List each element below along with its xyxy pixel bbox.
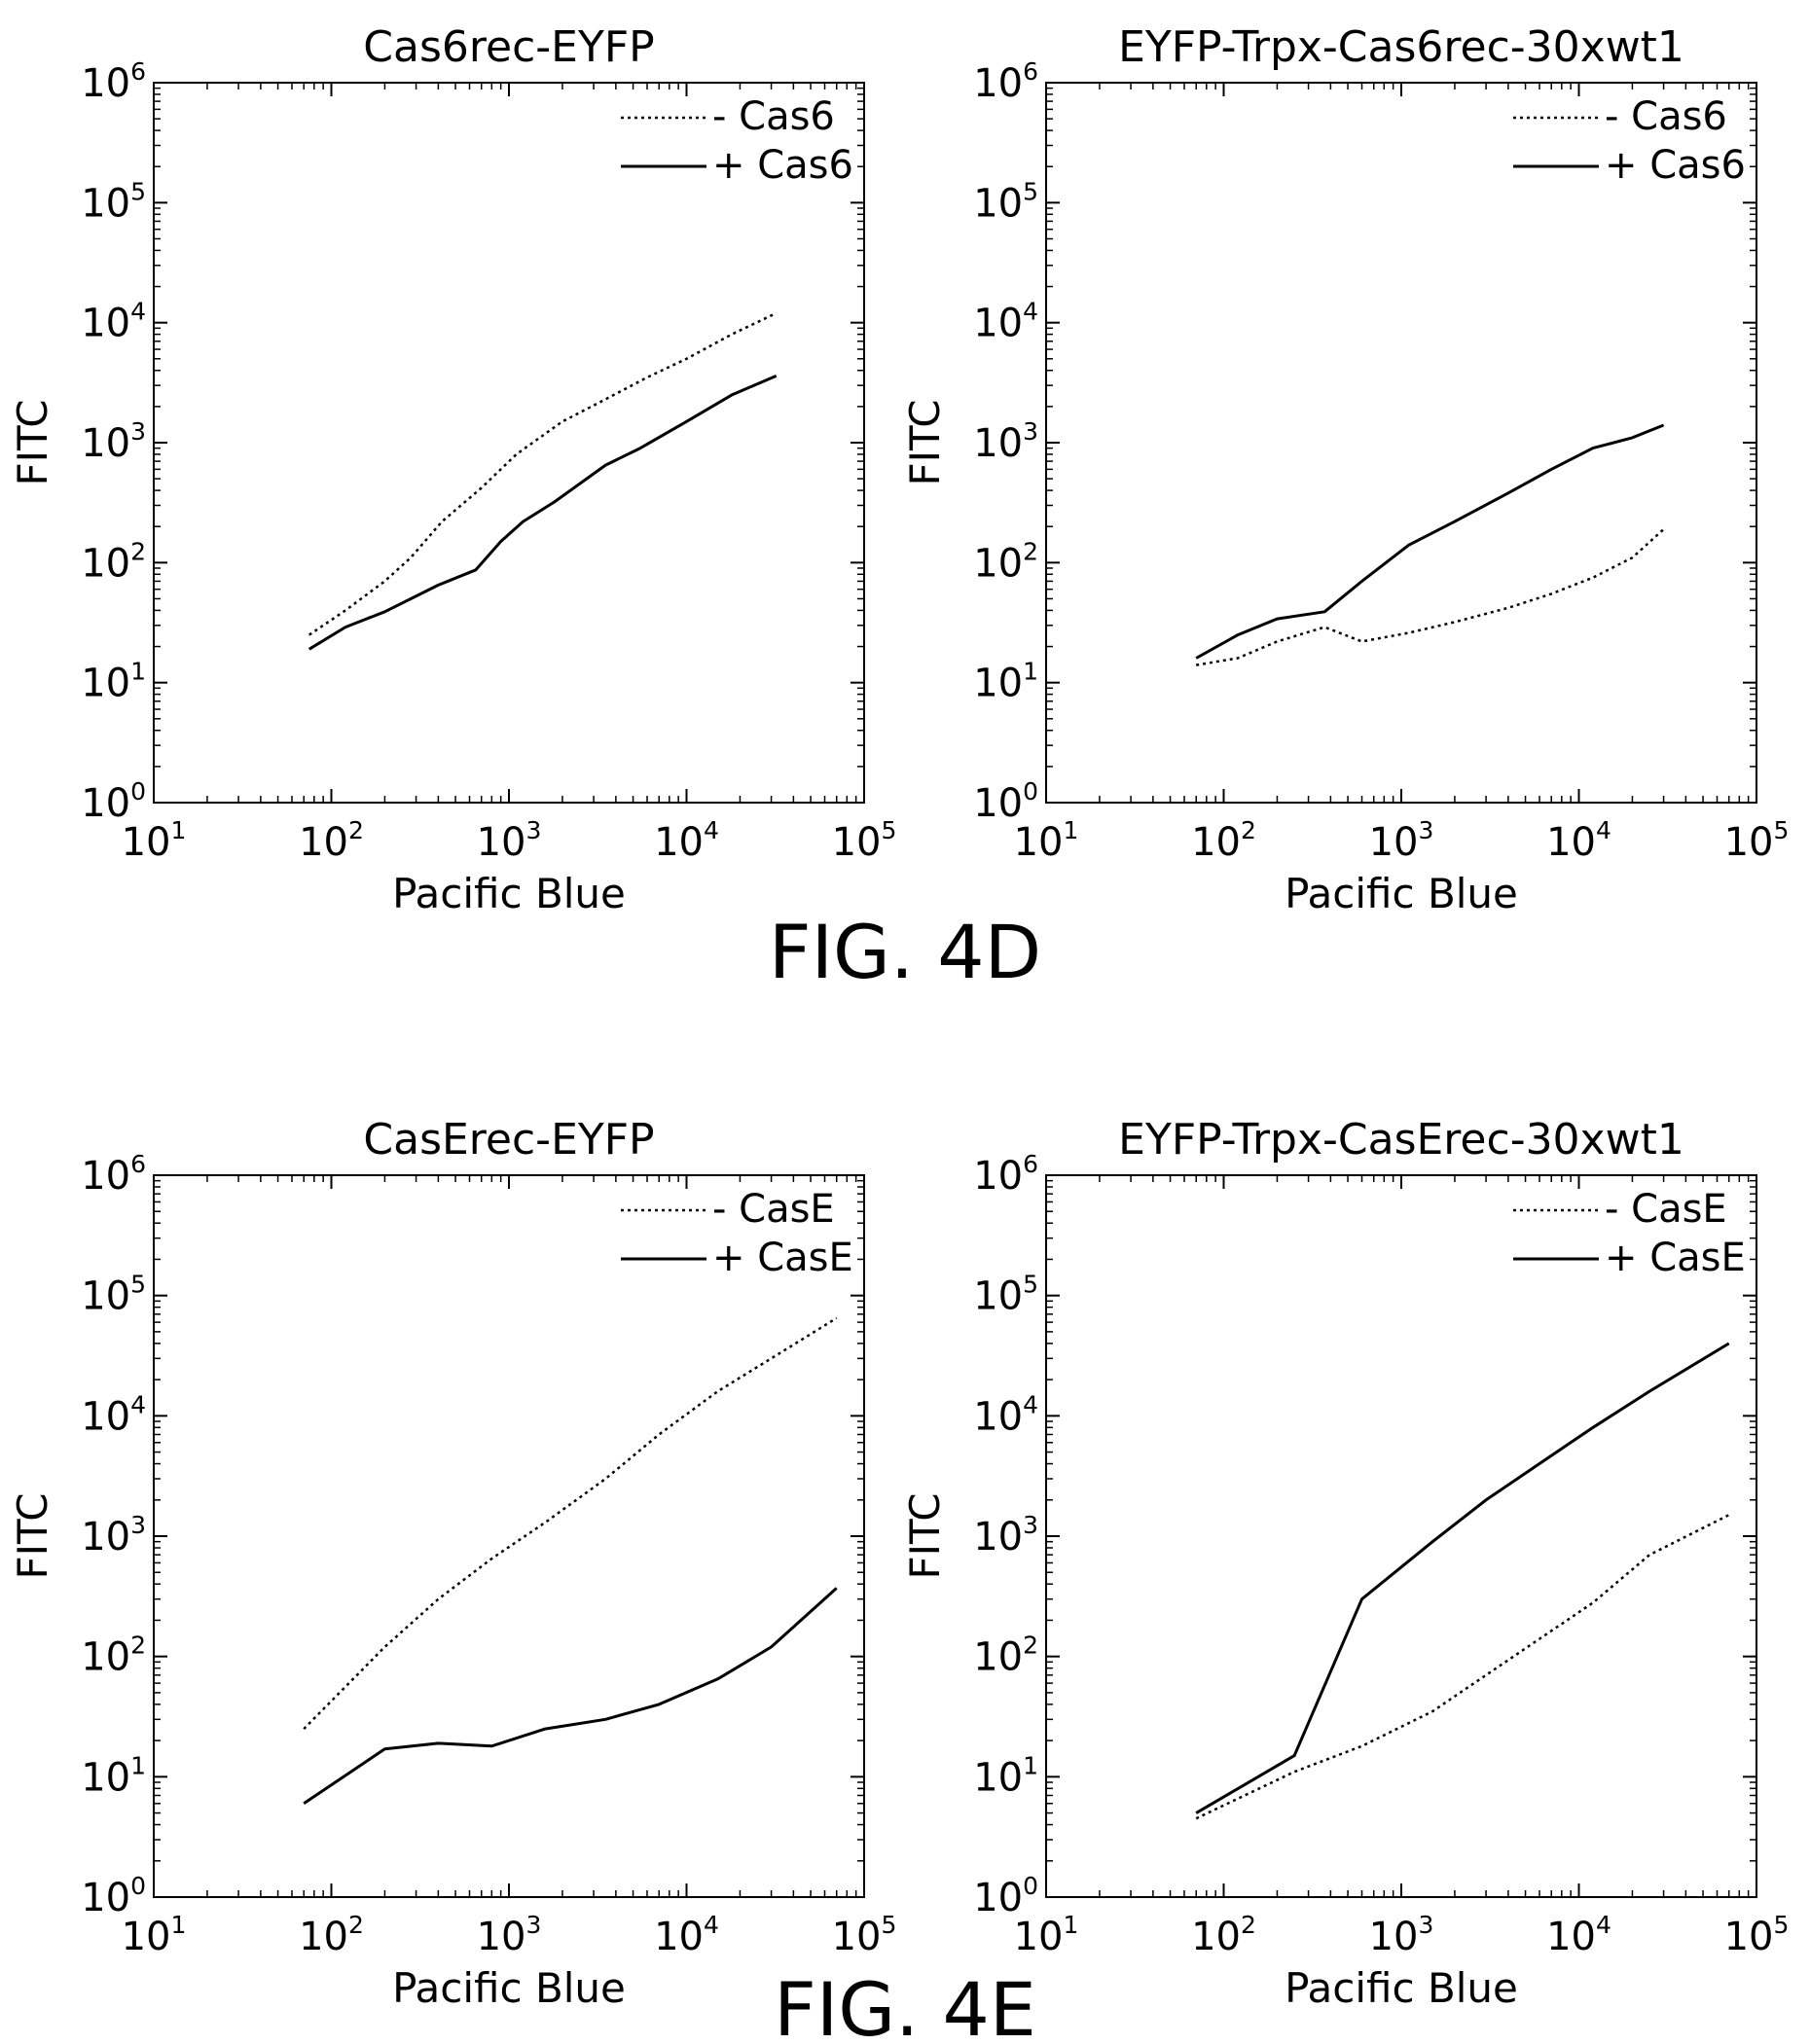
legend-label: + Cas6 (712, 143, 853, 188)
x-axis-label: Pacific Blue (1285, 870, 1518, 917)
y-tick-label: 103 (973, 1511, 1038, 1560)
y-axis-label: FITC (9, 399, 56, 485)
y-tick-label: 105 (81, 1271, 146, 1319)
x-tick-label: 104 (1546, 1911, 1611, 1959)
figure-caption-4e: FIG. 4E (774, 1966, 1036, 2044)
x-tick-label: 104 (654, 1911, 719, 1959)
y-tick-label: 104 (81, 1390, 146, 1439)
y-tick-label: 100 (81, 777, 146, 826)
plot-frame (153, 82, 865, 804)
x-tick-label: 102 (299, 1911, 364, 1959)
y-tick-label: 104 (973, 298, 1038, 346)
x-tick-label: 102 (1191, 1911, 1256, 1959)
y-tick-label: 103 (81, 1511, 146, 1560)
y-tick-label: 106 (973, 57, 1038, 106)
y-tick-label: 102 (81, 1632, 146, 1680)
legend-label: + Cas6 (1605, 143, 1746, 188)
x-tick-label: 101 (122, 816, 187, 865)
series-line-minus (1195, 528, 1665, 666)
x-axis-label: Pacific Blue (392, 870, 626, 917)
y-axis-label: FITC (901, 1492, 949, 1579)
plot-frame (153, 1174, 865, 1898)
y-tick-label: 104 (973, 1390, 1038, 1439)
x-tick-label: 105 (1724, 1911, 1790, 1959)
y-tick-label: 106 (81, 1150, 146, 1199)
y-tick-label: 100 (81, 1872, 146, 1920)
x-tick-label: 103 (1369, 816, 1434, 865)
y-tick-label: 105 (973, 177, 1038, 226)
plot-frame (1045, 1174, 1757, 1898)
y-tick-label: 100 (973, 777, 1038, 826)
y-tick-label: 101 (81, 658, 146, 706)
y-tick-label: 100 (973, 1872, 1038, 1920)
y-tick-label: 102 (81, 537, 146, 586)
y-tick-label: 105 (973, 1271, 1038, 1319)
chart-title: Cas6rec-EYFP (363, 22, 654, 72)
series-line-minus (1195, 1514, 1730, 1820)
y-tick-label: 106 (973, 1150, 1038, 1199)
x-tick-label: 104 (1546, 816, 1611, 865)
x-tick-label: 104 (654, 816, 719, 865)
y-tick-label: 106 (81, 57, 146, 106)
x-tick-label: 105 (1724, 816, 1790, 865)
legend-label: + CasE (712, 1236, 853, 1280)
legend-label: + CasE (1605, 1236, 1746, 1280)
chart-title: CasErec-EYFP (363, 1115, 654, 1165)
y-tick-label: 101 (81, 1751, 146, 1800)
x-tick-label: 103 (1369, 1911, 1434, 1959)
y-tick-label: 103 (973, 417, 1038, 466)
x-axis-label: Pacific Blue (392, 1964, 626, 2012)
x-tick-label: 102 (299, 816, 364, 865)
x-tick-label: 103 (477, 1911, 542, 1959)
y-tick-label: 104 (81, 298, 146, 346)
x-tick-label: 103 (477, 816, 542, 865)
y-tick-label: 102 (973, 1632, 1038, 1680)
x-tick-label: 101 (1014, 1911, 1079, 1959)
x-tick-label: 105 (832, 816, 897, 865)
y-axis-label: FITC (901, 399, 949, 485)
x-tick-label: 102 (1191, 816, 1256, 865)
series-line-plus (1195, 423, 1665, 660)
figure-caption-4d: FIG. 4D (769, 909, 1041, 995)
chart-title: EYFP-Trpx-CasErec-30xwt1 (1118, 1115, 1684, 1165)
y-axis-label: FITC (9, 1492, 56, 1579)
y-tick-label: 105 (81, 177, 146, 226)
x-tick-label: 101 (1014, 816, 1079, 865)
x-tick-label: 105 (832, 1911, 897, 1959)
series-line-plus (308, 375, 778, 651)
legend-label: - CasE (712, 1187, 835, 1232)
y-tick-label: 103 (81, 417, 146, 466)
legend-label: - CasE (1605, 1187, 1727, 1232)
y-tick-label: 101 (973, 658, 1038, 706)
legend-label: - Cas6 (712, 94, 835, 139)
series-line-plus (303, 1587, 838, 1806)
chart-title: EYFP-Trpx-Cas6rec-30xwt1 (1118, 22, 1684, 72)
y-tick-label: 102 (973, 537, 1038, 586)
legend-label: - Cas6 (1605, 94, 1727, 139)
plot-frame (1045, 82, 1757, 804)
series-line-plus (1195, 1342, 1730, 1814)
series-line-minus (303, 1316, 838, 1730)
x-tick-label: 101 (122, 1911, 187, 1959)
y-tick-label: 101 (973, 1751, 1038, 1800)
series-line-minus (308, 311, 778, 636)
x-axis-label: Pacific Blue (1285, 1964, 1518, 2012)
